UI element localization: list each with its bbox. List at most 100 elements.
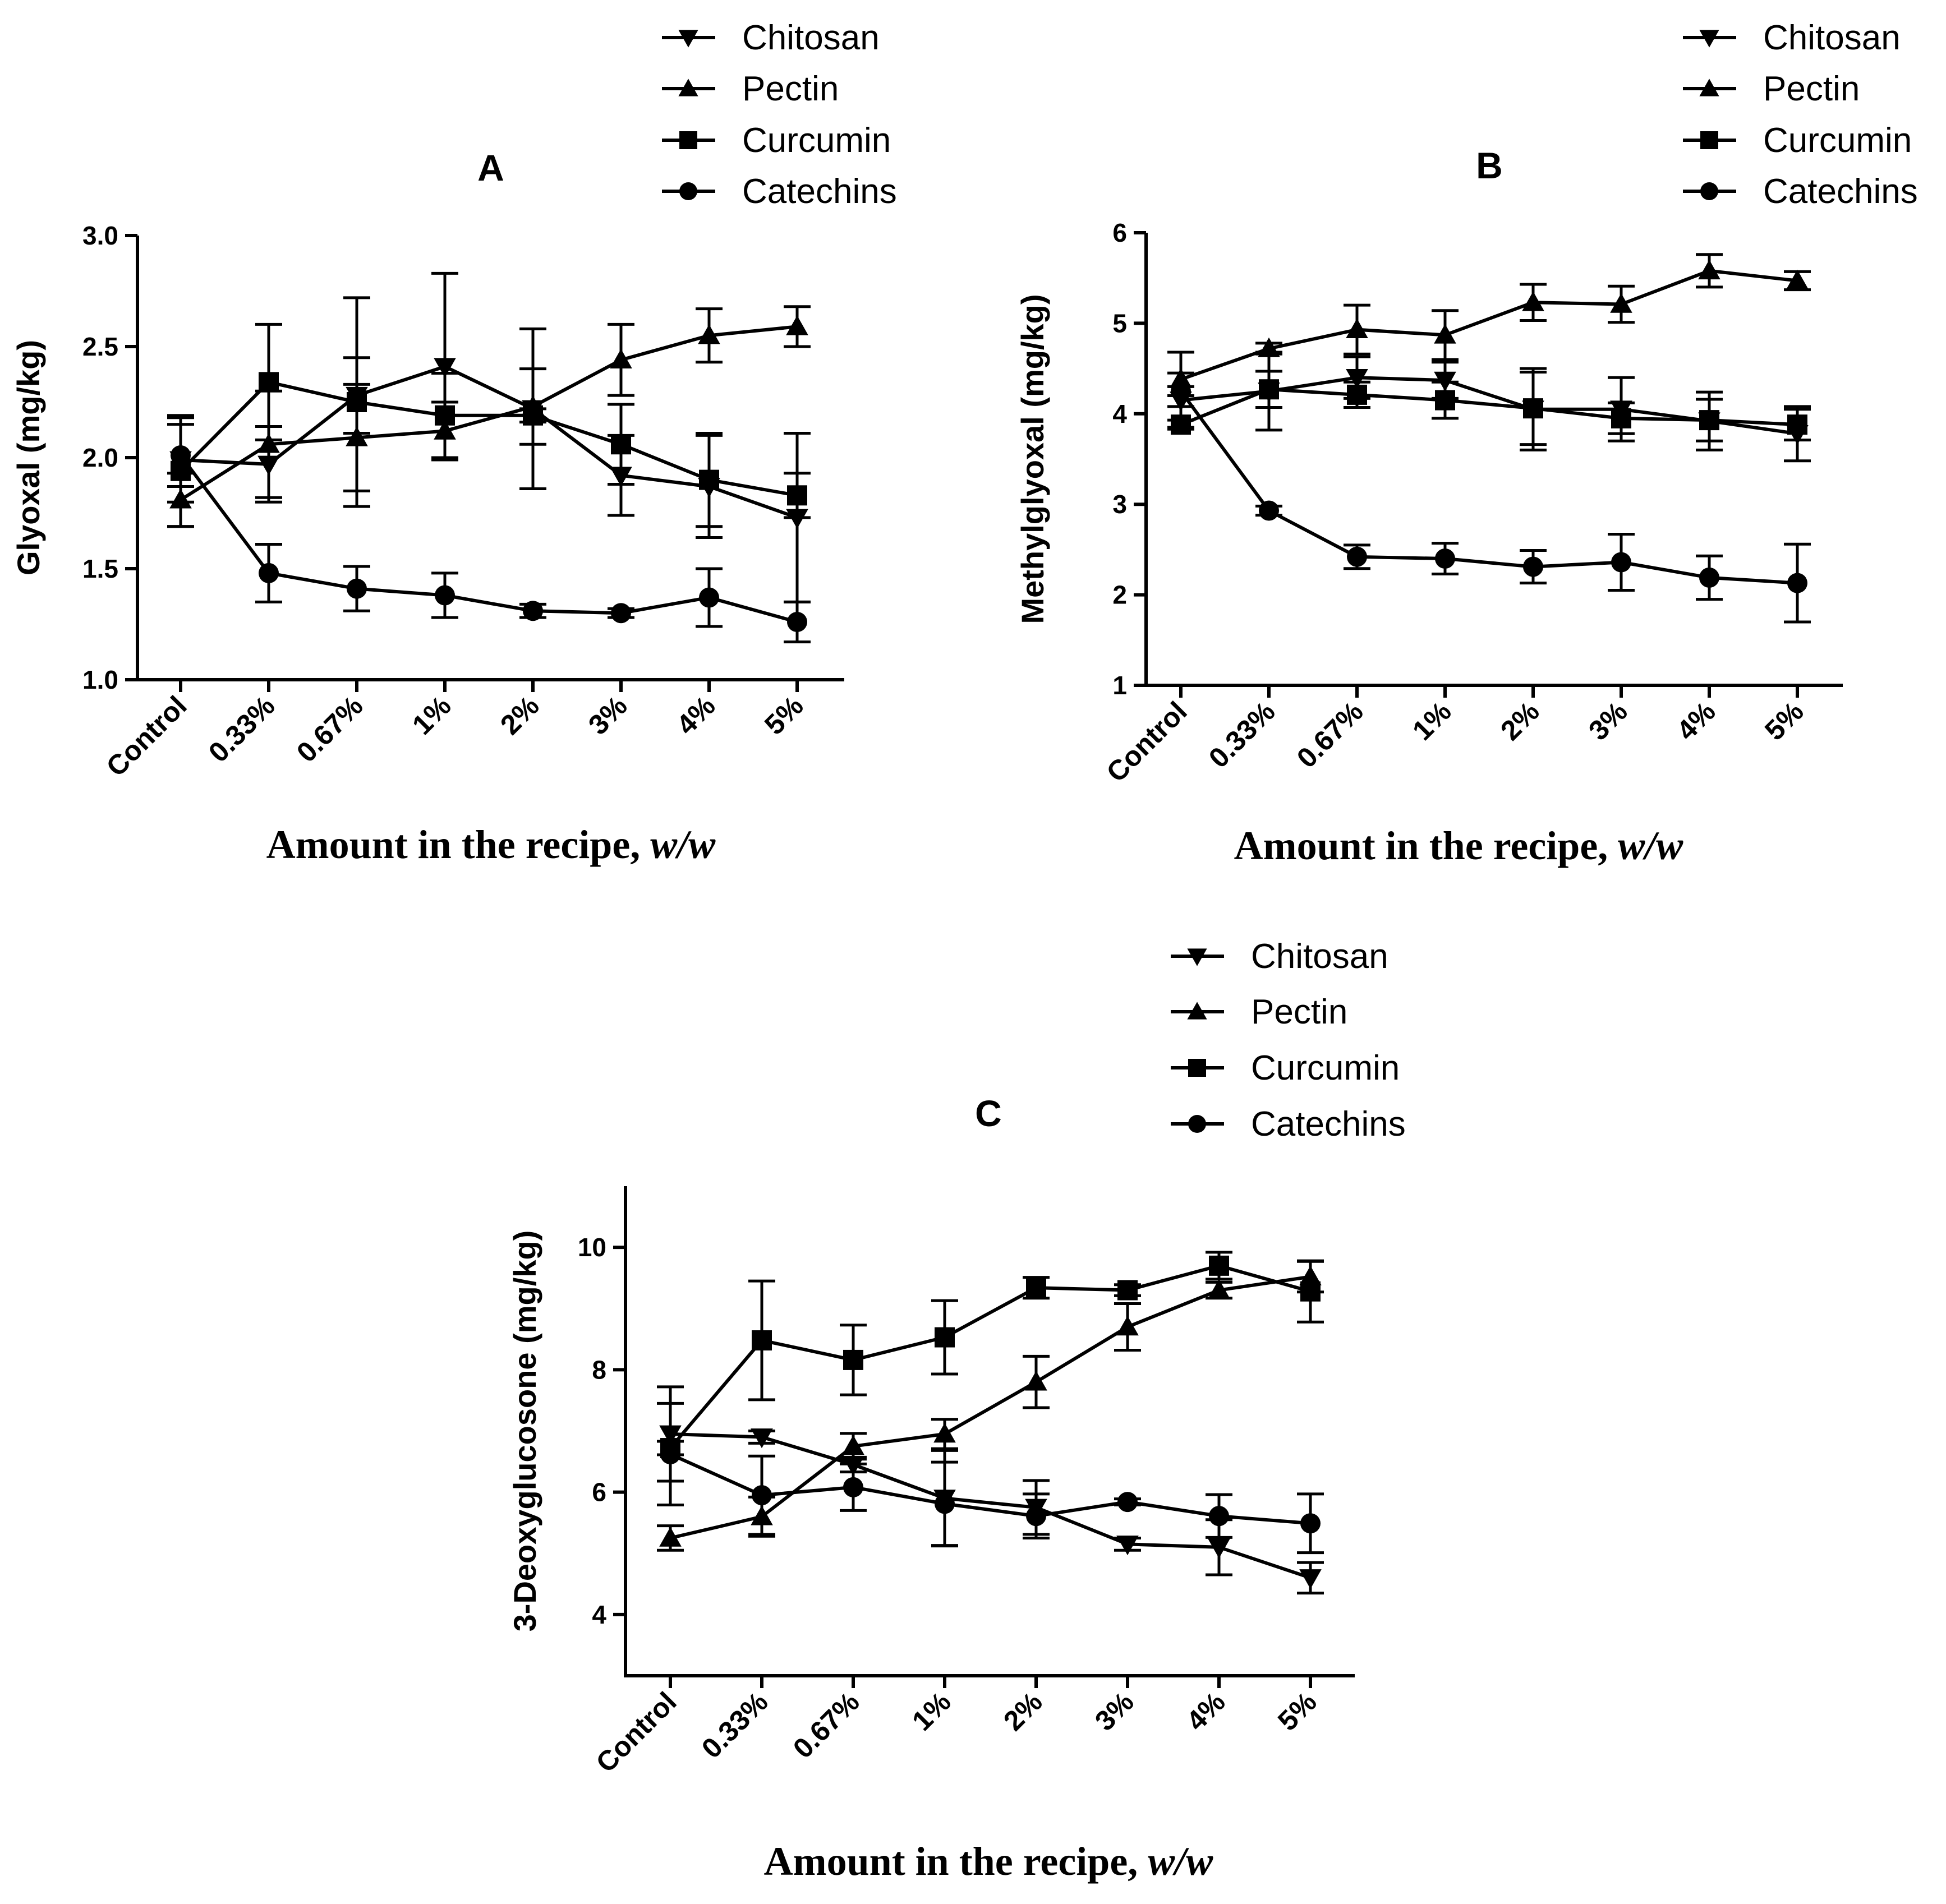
y-tick-label: 10 (578, 1233, 606, 1262)
legend: Chitosan Pectin Curcumin Catechins (662, 19, 897, 211)
y-tick-label: 4 (1112, 399, 1127, 428)
data-point (1116, 1316, 1139, 1336)
data-point (752, 1485, 772, 1506)
data-point (1171, 381, 1191, 402)
series-catechins (657, 1402, 1324, 1555)
series-line (670, 1432, 1311, 1580)
legend-label: Curcumin (1763, 121, 1912, 160)
data-point (1026, 1278, 1046, 1298)
y-tick-label: 3.0 (82, 221, 118, 250)
x-tick-label: 0.67% (291, 690, 369, 768)
data-point (1171, 414, 1191, 435)
x-tick-label: 3% (1582, 695, 1634, 746)
legend-marker (679, 182, 697, 200)
panel-title: C (975, 1092, 1002, 1134)
y-tick-label: 6 (592, 1478, 606, 1507)
data-point (611, 434, 631, 455)
data-point (935, 1493, 955, 1514)
series-pectin (657, 1260, 1324, 1552)
legend-label: Catechins (742, 172, 897, 211)
x-tick-label: Control (100, 690, 193, 782)
x-tick-label: 2% (1494, 695, 1545, 746)
series-line (179, 380, 798, 497)
x-tick-label: 4% (1180, 1686, 1231, 1737)
x-tick-label: 0.33% (1203, 695, 1281, 774)
x-tick-label: Control (1101, 695, 1193, 788)
data-point (842, 1435, 864, 1455)
data-point (1434, 324, 1456, 344)
x-tick-label: 0.33% (696, 1686, 774, 1764)
data-point (787, 485, 807, 506)
data-point (259, 372, 279, 393)
chart-panel-c: C 4 6 8 10 Control 0.33% 0.67% 1% 2% 3% 4% 5% 3-Deoxy… (507, 937, 1406, 1884)
legend-marker (1700, 182, 1718, 200)
data-point (933, 1423, 956, 1443)
series-curcumin (167, 296, 811, 528)
data-point (610, 348, 632, 369)
data-point (347, 392, 367, 412)
data-point (347, 578, 367, 599)
x-tick-label: 3% (1089, 1686, 1140, 1737)
chart-panel-b: B 1 2 3 4 5 6 Control 0.33% 0.67% 1% 2% 3% 4% 5% Methyl… (1015, 19, 1918, 868)
data-point (786, 315, 808, 335)
data-point (1346, 318, 1368, 338)
x-tick-label: 0.67% (1291, 695, 1369, 774)
data-point (935, 1327, 955, 1348)
data-point (1611, 552, 1631, 573)
series-line (669, 1453, 1311, 1525)
series-line (670, 1275, 1311, 1540)
legend-label: Pectin (1251, 993, 1347, 1031)
data-point (1435, 390, 1455, 411)
data-point (1117, 1280, 1138, 1301)
data-point (1116, 1536, 1139, 1556)
series-curcumin (1167, 370, 1811, 446)
data-point (523, 601, 543, 621)
data-point (257, 433, 280, 453)
series-line (180, 325, 798, 501)
x-tick-label: Control (590, 1686, 683, 1778)
legend: Chitosan Pectin Curcumin Catechins (1683, 19, 1918, 211)
data-point (1299, 1569, 1322, 1589)
data-point (699, 587, 719, 608)
x-axis-label: Amount in the recipe, w/w (1234, 823, 1684, 868)
data-point (1259, 379, 1279, 400)
y-tick-label: 2.0 (82, 443, 118, 472)
legend-label: Curcumin (1251, 1049, 1400, 1087)
data-point (1523, 398, 1543, 419)
y-axis-label: 3-Deoxyglucosone (mg/kg) (507, 1230, 542, 1632)
data-point (1611, 408, 1631, 428)
data-point (1026, 1506, 1046, 1527)
data-point (1523, 556, 1543, 577)
data-point (1258, 337, 1280, 357)
data-point (698, 324, 720, 344)
series-chitosan (167, 271, 811, 603)
data-point (751, 1428, 773, 1449)
series-catechins (1167, 381, 1811, 624)
y-tick-label: 6 (1112, 218, 1127, 247)
data-point (1300, 1281, 1321, 1302)
series-line (180, 365, 798, 519)
data-point (1435, 548, 1455, 569)
series-line (1179, 390, 1798, 585)
y-tick-label: 2.5 (82, 332, 118, 361)
legend-marker (1699, 30, 1719, 48)
y-tick-label: 2 (1112, 580, 1127, 610)
legend-label: Catechins (1763, 172, 1918, 211)
data-point (1209, 1506, 1229, 1527)
data-point (1208, 1538, 1230, 1559)
legend-marker (679, 131, 697, 149)
x-tick-label: 5% (1272, 1686, 1323, 1737)
series-catechins (167, 423, 811, 644)
data-point (1300, 1513, 1321, 1534)
data-point (1347, 384, 1367, 405)
y-tick-label: 3 (1112, 490, 1127, 519)
x-tick-label: 4% (1671, 695, 1722, 746)
x-tick-label: 1% (406, 690, 457, 741)
x-tick-label: 4% (670, 690, 721, 741)
x-axis-label: Amount in the recipe, w/w (764, 1839, 1214, 1884)
data-point (1347, 546, 1367, 567)
data-point (523, 405, 543, 426)
y-tick-label: 1.0 (82, 665, 118, 694)
y-axis-label: Glyoxal (mg/kg) (11, 340, 46, 575)
legend: Chitosan Pectin Curcumin Catechins (1171, 937, 1406, 1144)
